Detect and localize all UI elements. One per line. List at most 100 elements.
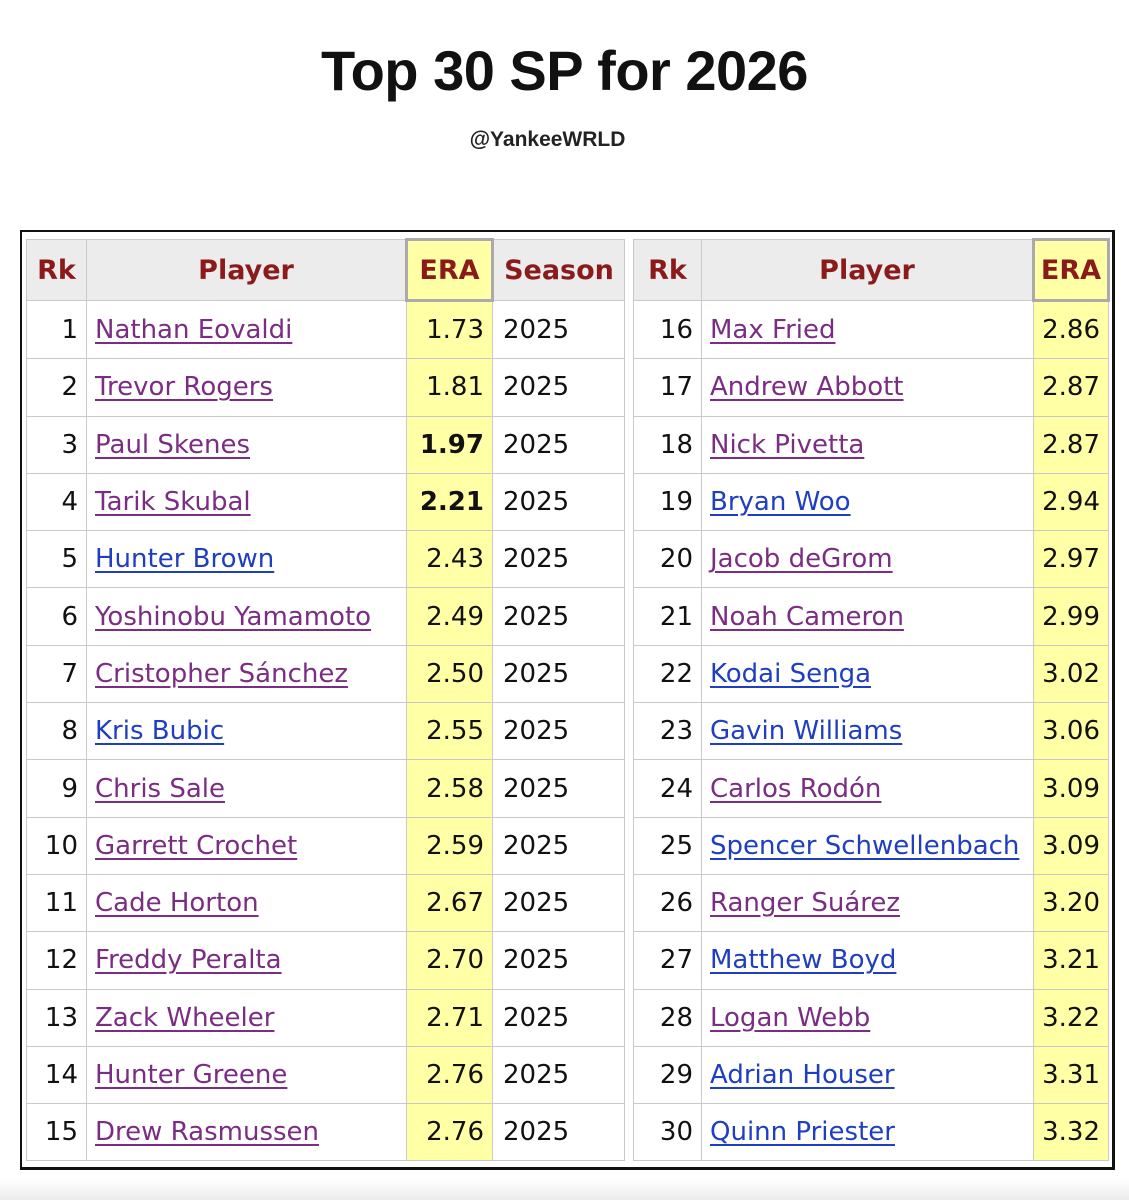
player-cell: Noah Cameron [701,587,1034,646]
player-cell: Drew Rasmussen [86,1103,407,1162]
player-link[interactable]: Nick Pivetta [710,429,865,460]
era-cell: 3.20 [1033,873,1109,933]
rank-cell: 17 [633,358,702,417]
stats-table-frame: Rk Player ERA Season 1 Nathan Eovaldi 1.73… [20,230,1115,1170]
player-link[interactable]: Trevor Rogers [95,372,273,403]
player-link[interactable]: Chris Sale [95,773,226,804]
rank-cell: 15 [26,1103,87,1162]
table-row: 14 Hunter Greene 2.76 2025 [26,1045,625,1105]
player-link[interactable]: Zack Wheeler [95,1002,275,1033]
stats-table-left: Rk Player ERA Season 1 Nathan Eovaldi 1.73… [26,238,625,1162]
player-link[interactable]: Spencer Schwellenbach [710,830,1020,861]
player-link[interactable]: Kodai Senga [710,658,872,689]
table-row: 16 Max Fried 2.86 [633,299,1109,360]
table-row: 22 Kodai Senga 3.02 [633,644,1109,704]
era-cell: 3.32 [1033,1103,1109,1162]
player-link[interactable]: Matthew Boyd [710,945,897,976]
player-cell: Max Fried [701,299,1034,360]
era-cell: 2.71 [406,988,493,1047]
rank-cell: 21 [633,587,702,646]
player-link[interactable]: Nathan Eovaldi [95,314,293,345]
player-link[interactable]: Quinn Priester [710,1117,895,1148]
rank-cell: 29 [633,1045,702,1105]
player-link[interactable]: Jacob deGrom [710,544,893,575]
column-header-rank[interactable]: Rk [26,239,87,301]
table-row: 7 Cristopher Sánchez 2.50 2025 [26,644,625,704]
rank-cell: 9 [26,759,87,818]
rank-cell: 7 [26,644,87,704]
player-link[interactable]: Ranger Suárez [710,888,901,919]
player-link[interactable]: Kris Bubic [95,716,225,747]
player-link[interactable]: Tarik Skubal [95,487,251,518]
player-cell: Kodai Senga [701,644,1034,704]
era-cell: 2.67 [406,873,493,933]
era-cell: 2.76 [406,1103,493,1162]
rank-cell: 4 [26,472,87,532]
season-cell: 2025 [492,299,625,360]
era-cell: 2.86 [1033,299,1109,360]
era-cell: 2.58 [406,759,493,818]
column-header-era[interactable]: ERA [405,238,494,302]
player-link[interactable]: Adrian Houser [710,1060,895,1090]
player-link[interactable]: Logan Webb [710,1002,871,1033]
table-row: 29 Adrian Houser 3.31 [633,1045,1109,1105]
player-link[interactable]: Drew Rasmussen [95,1117,320,1148]
rank-cell: 19 [633,472,702,532]
era-cell: 2.76 [406,1045,493,1105]
player-cell: Ranger Suárez [701,873,1034,933]
era-cell: 2.99 [1033,587,1109,646]
rank-cell: 24 [633,759,702,818]
rank-cell: 23 [633,702,702,761]
table-row: 5 Hunter Brown 2.43 2025 [26,530,625,589]
column-header-era[interactable]: ERA [1032,238,1110,302]
column-header-player[interactable]: Player [701,239,1034,301]
season-cell: 2025 [492,816,625,875]
player-link[interactable]: Hunter Brown [95,544,275,575]
player-link[interactable]: Gavin Williams [710,716,903,747]
player-cell: Jacob deGrom [701,530,1034,589]
rank-cell: 3 [26,415,87,474]
rank-cell: 5 [26,530,87,589]
rank-cell: 11 [26,873,87,933]
player-cell: Quinn Priester [701,1103,1034,1162]
rank-cell: 10 [26,816,87,875]
column-header-rank[interactable]: Rk [633,239,702,301]
table-header-row: Rk Player ERA Season [26,238,625,302]
player-link[interactable]: Hunter Greene [95,1060,288,1090]
table-row: 13 Zack Wheeler 2.71 2025 [26,988,625,1047]
table-row: 9 Chris Sale 2.58 2025 [26,759,625,818]
era-cell: 2.49 [406,587,493,646]
season-cell: 2025 [492,530,625,589]
rank-cell: 1 [26,299,87,360]
player-link[interactable]: Noah Cameron [710,601,904,632]
rank-cell: 2 [26,358,87,417]
table-row: 24 Carlos Rodón 3.09 [633,759,1109,818]
player-link[interactable]: Cade Horton [95,888,259,919]
era-cell: 1.73 [406,299,493,360]
season-cell: 2025 [492,415,625,474]
season-cell: 2025 [492,1045,625,1105]
player-link[interactable]: Bryan Woo [710,487,851,518]
player-link[interactable]: Max Fried [710,314,836,345]
column-header-season[interactable]: Season [492,239,625,301]
rank-cell: 27 [633,931,702,990]
table-header-row: Rk Player ERA [633,238,1110,302]
bottom-edge [0,1178,1129,1200]
column-header-player[interactable]: Player [86,239,407,301]
table-row: 28 Logan Webb 3.22 [633,988,1109,1047]
player-link[interactable]: Freddy Peralta [95,945,282,976]
rank-cell: 25 [633,816,702,875]
era-cell: 3.06 [1033,702,1109,761]
season-cell: 2025 [492,931,625,990]
player-link[interactable]: Paul Skenes [95,429,251,460]
era-cell: 2.59 [406,816,493,875]
player-link[interactable]: Andrew Abbott [710,372,904,403]
player-cell: Hunter Greene [86,1045,407,1105]
table-row: 23 Gavin Williams 3.06 [633,702,1109,761]
player-link[interactable]: Carlos Rodón [710,773,882,804]
rank-cell: 28 [633,988,702,1047]
player-link[interactable]: Garrett Crochet [95,830,298,861]
rank-cell: 6 [26,587,87,646]
player-link[interactable]: Cristopher Sánchez [95,658,348,689]
player-link[interactable]: Yoshinobu Yamamoto [95,601,372,632]
